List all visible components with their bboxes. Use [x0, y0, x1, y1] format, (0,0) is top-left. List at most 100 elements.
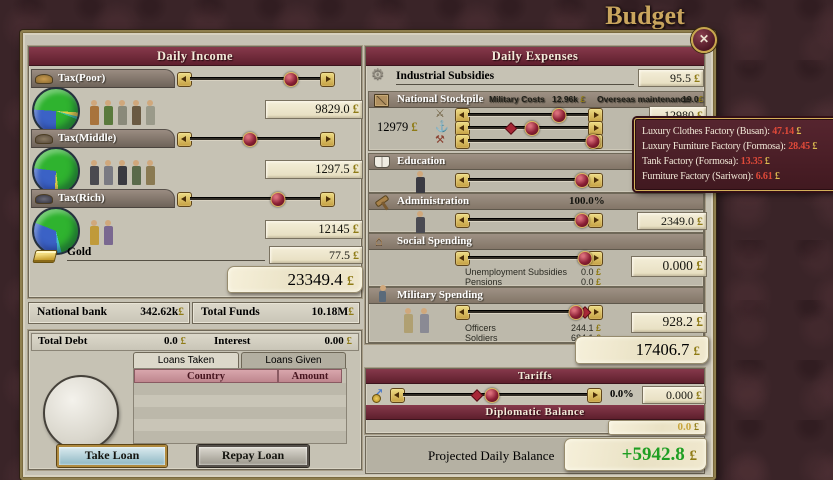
increase-arrow-icon[interactable] [320, 72, 335, 87]
soldier-icon [378, 285, 386, 302]
amount-column-header[interactable]: Amount [278, 369, 342, 383]
tax-middle-label: Tax(Middle) [58, 132, 117, 144]
pop-figure [103, 100, 113, 125]
military-spending-slider-knob[interactable] [568, 305, 584, 320]
currency-icon: £ [796, 126, 802, 137]
loan-table-row [134, 407, 346, 419]
close-button[interactable]: ✕ [691, 27, 717, 53]
gear-icon: ⚙ [371, 67, 385, 83]
unemployment-subsidies-value: 0.0 £ [580, 267, 601, 277]
loans-pie-chart [43, 375, 119, 451]
tax-middle-slider-knob[interactable] [242, 132, 258, 147]
factory-icon: ⚒ [435, 134, 445, 146]
income-column: Daily Income Tax(Poor) [28, 46, 363, 470]
pop-figure [103, 220, 113, 245]
increase-arrow-icon[interactable] [587, 388, 602, 403]
tax-poor-slider[interactable] [177, 72, 335, 87]
construction-stockpile-knob[interactable] [585, 134, 601, 149]
tax-poor-tab: Tax(Poor) [31, 69, 175, 88]
expenses-total: 17406.7 £ [575, 336, 709, 364]
social-spending-slider[interactable] [455, 251, 603, 266]
navy-stockpile-slider[interactable] [455, 121, 603, 136]
officers-label: Officers [465, 323, 496, 333]
increase-arrow-icon[interactable] [588, 121, 603, 136]
increase-arrow-icon[interactable] [588, 173, 603, 188]
pop-figure [131, 100, 141, 125]
slider-track [468, 218, 590, 221]
currency-icon: £ [180, 335, 187, 347]
currency-icon: £ [689, 448, 698, 464]
increase-arrow-icon[interactable] [320, 132, 335, 147]
social-spending-slider-knob[interactable] [577, 251, 593, 266]
industrial-underline [396, 84, 634, 85]
administration-slider[interactable] [455, 213, 603, 228]
construction-stockpile-slider[interactable] [455, 134, 603, 149]
currency-icon: £ [698, 94, 704, 104]
military-costs-value: 12.96k £ [552, 94, 586, 104]
take-loan-button[interactable]: Take Loan [57, 445, 167, 467]
loans-panel: Total Debt 0.0 £ Interest 0.00 £ Loans T… [28, 330, 362, 470]
tax-middle-slider[interactable] [177, 132, 335, 147]
page-title: Budget [605, 1, 685, 30]
tariffs-slider[interactable] [390, 388, 602, 403]
military-costs-label: Military Costs [489, 94, 545, 104]
currency-icon: £ [774, 171, 780, 182]
pop-figure [89, 220, 99, 245]
soldier-figure [403, 308, 413, 333]
increase-arrow-icon[interactable] [320, 192, 335, 207]
currency-icon: £ [697, 108, 703, 122]
education-slider-knob[interactable] [574, 173, 590, 188]
decrease-arrow-icon[interactable] [455, 134, 470, 149]
tab-loans-taken[interactable]: Loans Taken [133, 352, 239, 369]
income-total: 23349.4 £ [227, 266, 363, 293]
soldier-figure [419, 308, 429, 333]
expenses-column: Daily Expenses ⚙ Industrial Subsidies 95… [365, 46, 709, 474]
military-spending-slider[interactable] [455, 305, 603, 320]
slider-track [468, 113, 590, 116]
army-supply-icon: ⚔ [435, 108, 445, 120]
slider-track [468, 256, 590, 259]
increase-arrow-icon[interactable] [588, 213, 603, 228]
currency-icon: £ [352, 102, 359, 116]
tariffs-header: Tariffs [366, 369, 704, 384]
currency-icon: £ [352, 162, 359, 176]
gold-underline [67, 260, 265, 261]
slider-track [468, 139, 590, 142]
loan-table-row [134, 431, 346, 443]
book-icon [374, 156, 390, 168]
social-spending-header: Social Spending [369, 234, 703, 250]
tax-rich-slider[interactable] [177, 192, 335, 207]
tax-rich-tab: Tax(Rich) [31, 189, 175, 208]
currency-icon: £ [347, 274, 354, 289]
army-stockpile-knob[interactable] [551, 108, 567, 123]
slider-track [190, 197, 322, 200]
navy-stockpile-knob[interactable] [524, 121, 540, 136]
diplomatic-balance-value: 0.0 £ [608, 420, 706, 435]
tax-poor-slider-knob[interactable] [283, 72, 299, 87]
anchor-icon: ⚓ [435, 121, 449, 133]
pensions-value: 0.0 £ [580, 277, 601, 287]
tariffs-panel: Tariffs ↗ 0.0% 0.000 £ Diplomatic Balanc… [365, 368, 706, 435]
tariffs-slider-knob[interactable] [484, 388, 500, 403]
currency-icon: £ [411, 120, 418, 134]
tax-rich-pie-chart [32, 207, 80, 255]
soldiers-label: Soldiers [465, 333, 498, 343]
army-stockpile-slider[interactable] [455, 108, 603, 123]
tooltip-line: Luxury Clothes Factory (Busan): 47.14 £ [642, 126, 802, 137]
pop-figure [103, 160, 113, 185]
country-column-header[interactable]: Country [134, 369, 278, 383]
diplomatic-balance-header: Diplomatic Balance [366, 405, 704, 420]
education-slider[interactable] [455, 173, 603, 188]
tab-loans-given[interactable]: Loans Given [241, 352, 346, 369]
currency-icon: £ [595, 267, 601, 277]
administration-label: Administration [397, 195, 470, 207]
currency-icon: £ [348, 306, 354, 318]
projected-balance-label: Projected Daily Balance [428, 448, 555, 463]
administration-slider-knob[interactable] [574, 213, 590, 228]
unemployment-subsidies-label: Unemployment Subsidies [465, 267, 568, 277]
loan-table-row [134, 383, 346, 395]
tax-rich-slider-knob[interactable] [270, 192, 286, 207]
repay-loan-button[interactable]: Repay Loan [197, 445, 309, 467]
stockpile-label: National Stockpile [397, 93, 484, 105]
